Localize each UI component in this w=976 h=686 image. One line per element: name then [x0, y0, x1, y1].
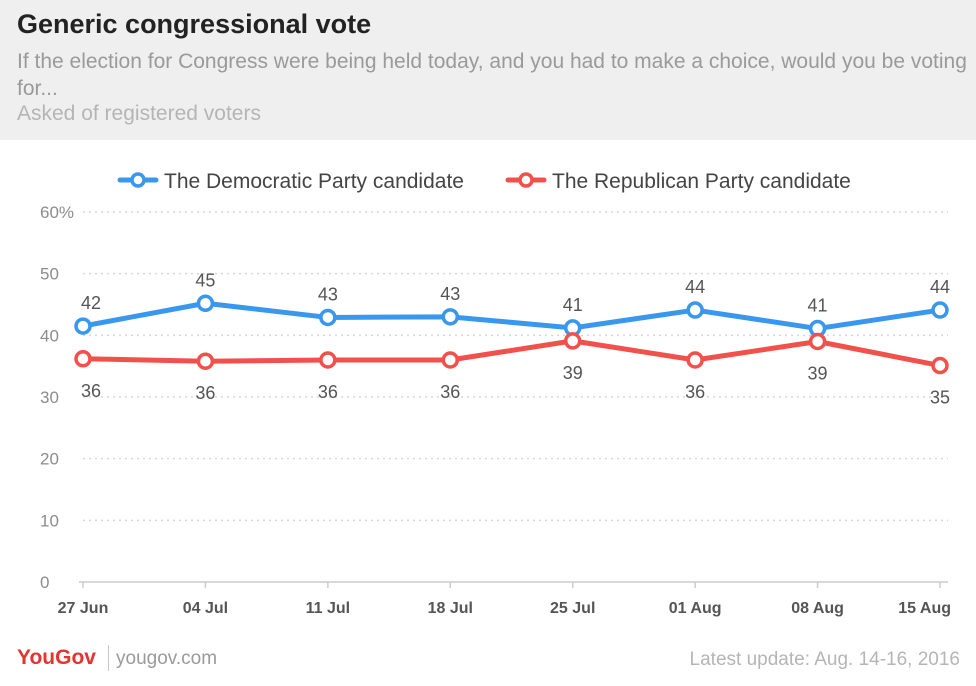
x-tick-label: 18 Jul [428, 600, 473, 617]
data-point [441, 351, 460, 369]
data-label: 44 [685, 277, 705, 297]
legend-swatch-marker [518, 172, 534, 188]
data-label: 36 [685, 382, 705, 402]
data-point [686, 301, 704, 319]
data-point [74, 350, 92, 368]
y-tick-label: 10 [40, 511, 59, 530]
footer-site-link[interactable]: yougov.com [116, 648, 218, 669]
data-point [931, 356, 949, 375]
series-line [80, 338, 943, 369]
data-label: 36 [440, 382, 460, 402]
x-tick-label: 08 Aug [791, 600, 844, 617]
y-tick-label: 20 [40, 450, 59, 469]
y-tick-label: 50 [40, 265, 59, 284]
x-tick-label: 11 Jul [306, 600, 350, 617]
data-label: 39 [808, 364, 828, 384]
data-point [441, 308, 460, 326]
legend-label: The Republican Party candidate [552, 170, 851, 193]
x-tick-label: 25 Jul [550, 600, 595, 617]
data-point [808, 332, 827, 351]
data-point [686, 351, 704, 369]
yougov-logo: YouGov [17, 646, 96, 669]
data-label: 36 [195, 383, 215, 403]
y-tick-label: 60% [40, 203, 74, 222]
data-label: 44 [930, 277, 950, 297]
data-label: 41 [563, 295, 583, 315]
data-label: 42 [81, 293, 101, 313]
data-label: 36 [318, 382, 338, 402]
data-point [196, 294, 215, 313]
latest-update-text: Latest update: Aug. 14-16, 2016 [689, 649, 960, 670]
footer-divider [108, 645, 109, 671]
data-point [319, 351, 337, 369]
chart-title: Generic congressional vote [17, 9, 372, 39]
data-label: 43 [318, 284, 338, 304]
data-point [563, 332, 582, 350]
legend-label: The Democratic Party candidate [164, 170, 464, 193]
x-tick-label: 01 Aug [669, 600, 722, 617]
data-label: 45 [195, 270, 215, 290]
data-point [196, 352, 215, 370]
chart-note: Asked of registered voters [17, 102, 261, 125]
y-tick-label: 0 [40, 573, 49, 592]
data-label: 43 [440, 284, 460, 304]
chart-subtitle: If the election for Congress were being … [17, 50, 967, 100]
y-tick-label: 30 [40, 388, 59, 407]
series-line [80, 300, 943, 332]
x-tick-label: 27 Jun [58, 600, 109, 617]
chart-header: Generic congressional vote If the electi… [0, 0, 976, 140]
data-label: 39 [563, 363, 583, 383]
data-point [319, 308, 337, 327]
data-label: 41 [808, 296, 828, 316]
data-label: 36 [81, 381, 101, 401]
data-point [931, 301, 949, 319]
y-tick-label: 40 [40, 326, 59, 345]
data-label: 35 [930, 388, 950, 408]
x-tick-label: 04 Jul [183, 600, 228, 617]
x-tick-label: 15 Aug [898, 600, 951, 617]
legend-swatch-marker [130, 172, 146, 188]
data-point [74, 317, 92, 335]
